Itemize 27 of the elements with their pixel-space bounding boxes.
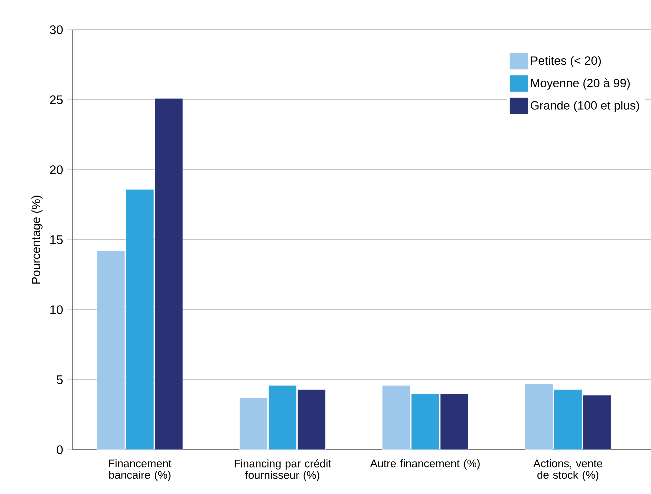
x-tick-label: Financement bancaire (%) (109, 460, 172, 482)
bar (411, 394, 440, 450)
legend-label: Petites (< 20) (531, 56, 602, 68)
y-tick-label: 25 (50, 96, 63, 104)
bar (126, 189, 154, 450)
bar (525, 384, 554, 450)
legend-label: Grande (100 et plus) (530, 101, 640, 112)
legend-label: Moyenne (20 à 99) (531, 78, 630, 90)
y-tick-label: 5 (57, 376, 63, 384)
bar (96, 251, 126, 450)
bar (298, 390, 326, 450)
bar (382, 385, 411, 450)
bar (268, 385, 297, 450)
bar (583, 395, 612, 450)
bar (440, 394, 469, 450)
bar (154, 98, 184, 450)
y-tick-label: 30 (50, 26, 63, 34)
bar (554, 390, 582, 450)
y-tick-label: 15 (50, 236, 63, 244)
bar (240, 398, 268, 450)
y-tick-label: 20 (50, 166, 63, 174)
y-tick-label: 10 (50, 306, 63, 314)
y-tick-label: 0 (57, 446, 63, 454)
x-tick-label: Financing par crédit fournisseur (%) (234, 460, 332, 482)
x-tick-label: Actions, vente de stock (%) (534, 460, 602, 482)
y-axis-title: Pourcentage (%) (32, 196, 43, 284)
x-tick-label: Autre financement (%) (370, 460, 480, 470)
